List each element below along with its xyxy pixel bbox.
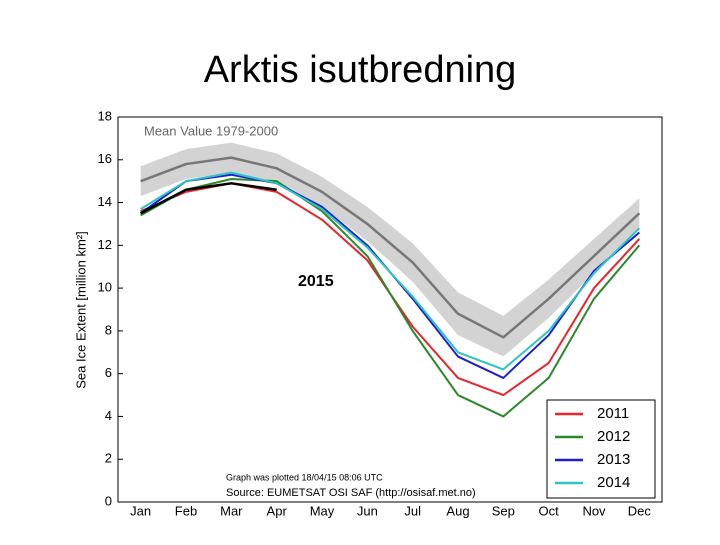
y-tick-label: 0: [105, 493, 112, 508]
y-tick-label: 2: [105, 451, 112, 466]
mean-label: Mean Value 1979-2000: [144, 123, 278, 138]
x-tick-label: Jan: [130, 503, 151, 518]
series-line: [140, 171, 641, 371]
y-tick-label: 6: [105, 365, 112, 380]
legend-box: [546, 399, 656, 499]
y-tick-label: 10: [98, 280, 112, 295]
y-axis-label: Sea Ice Extent [million km²]: [73, 231, 88, 389]
legend-label: 2012: [597, 428, 630, 445]
slide-title: Arktis isutbredning: [204, 49, 517, 91]
x-tick-label: Oct: [539, 503, 560, 518]
legend-label: 2013: [597, 451, 630, 468]
current-line: [140, 182, 277, 215]
y-tick-label: 14: [98, 194, 112, 209]
current-label: 2015: [298, 273, 334, 290]
mean-line: [140, 156, 641, 339]
x-tick-label: Apr: [267, 503, 288, 518]
y-tick-label: 4: [105, 408, 112, 423]
note: Graph was plotted 18/04/15 08:06 UTC: [226, 472, 383, 482]
x-tick-label: Nov: [582, 503, 606, 518]
y-tick-label: 8: [105, 322, 112, 337]
x-tick-label: Jun: [357, 503, 378, 518]
x-tick-label: May: [310, 503, 335, 518]
x-tick-label: Sep: [492, 503, 515, 518]
y-tick-label: 16: [98, 151, 112, 166]
x-tick-label: Mar: [220, 503, 243, 518]
plot-frame: [117, 116, 663, 503]
y-tick-label: 12: [98, 237, 112, 252]
x-tick-label: Dec: [628, 503, 652, 518]
legend-label: 2011: [597, 405, 629, 422]
note: Source: EUMETSAT OSI SAF (http://osisaf.…: [226, 487, 476, 499]
x-tick-label: Aug: [446, 503, 469, 518]
spread-band: [140, 142, 640, 357]
x-tick-label: Jul: [404, 503, 421, 518]
x-tick-label: Feb: [175, 503, 197, 518]
legend-label: 2014: [597, 474, 630, 491]
y-tick-label: 18: [98, 108, 112, 123]
series-line: [140, 178, 641, 418]
